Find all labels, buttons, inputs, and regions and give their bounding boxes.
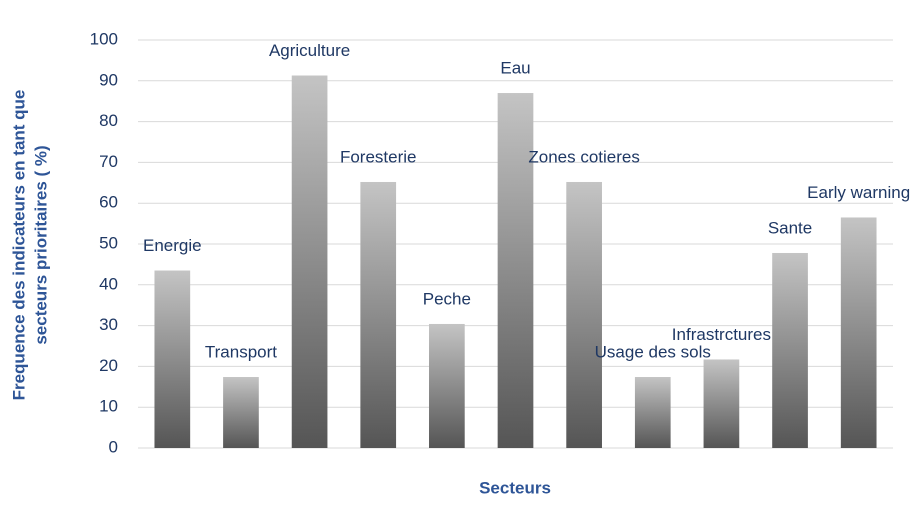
bar <box>634 377 671 448</box>
y-tick-label: 20 <box>99 356 118 375</box>
category-label: Foresterie <box>340 147 417 166</box>
y-tick-label: 80 <box>99 111 118 130</box>
category-label: Infrastrctures <box>672 325 771 344</box>
y-tick-label: 60 <box>99 193 118 212</box>
bar <box>566 181 602 448</box>
bar <box>223 377 259 448</box>
y-tick-label: 100 <box>90 29 118 48</box>
category-label: Peche <box>423 289 471 308</box>
bar <box>497 93 534 448</box>
category-label: Zones cotieres <box>528 147 640 166</box>
y-tick-label: 90 <box>99 70 118 89</box>
bar <box>360 181 397 448</box>
bar <box>429 323 465 448</box>
category-label: Agriculture <box>269 41 350 60</box>
category-label: Eau <box>500 59 530 78</box>
bar <box>703 359 740 448</box>
category-label: Sante <box>768 218 812 237</box>
x-axis-title: Secteurs <box>479 478 551 497</box>
category-label: Transport <box>205 342 277 361</box>
y-tick-label: 10 <box>99 397 118 416</box>
y-tick-label: 0 <box>109 437 118 456</box>
y-tick-label: 50 <box>99 233 118 252</box>
category-label: Usage des sols <box>595 342 711 361</box>
category-label: Energie <box>143 236 202 255</box>
y-axis-title: secteurs prioritaires ( %) <box>31 145 50 344</box>
bar <box>291 75 328 448</box>
y-tick-label: 40 <box>99 274 118 293</box>
bar <box>154 270 191 448</box>
bar <box>772 252 808 448</box>
y-tick-label: 30 <box>99 315 118 334</box>
category-label: Early warning <box>807 183 910 202</box>
bar <box>840 217 877 448</box>
y-tick-label: 70 <box>99 152 118 171</box>
y-axis-title: Frequence des indicateurs en tant que <box>9 90 28 401</box>
